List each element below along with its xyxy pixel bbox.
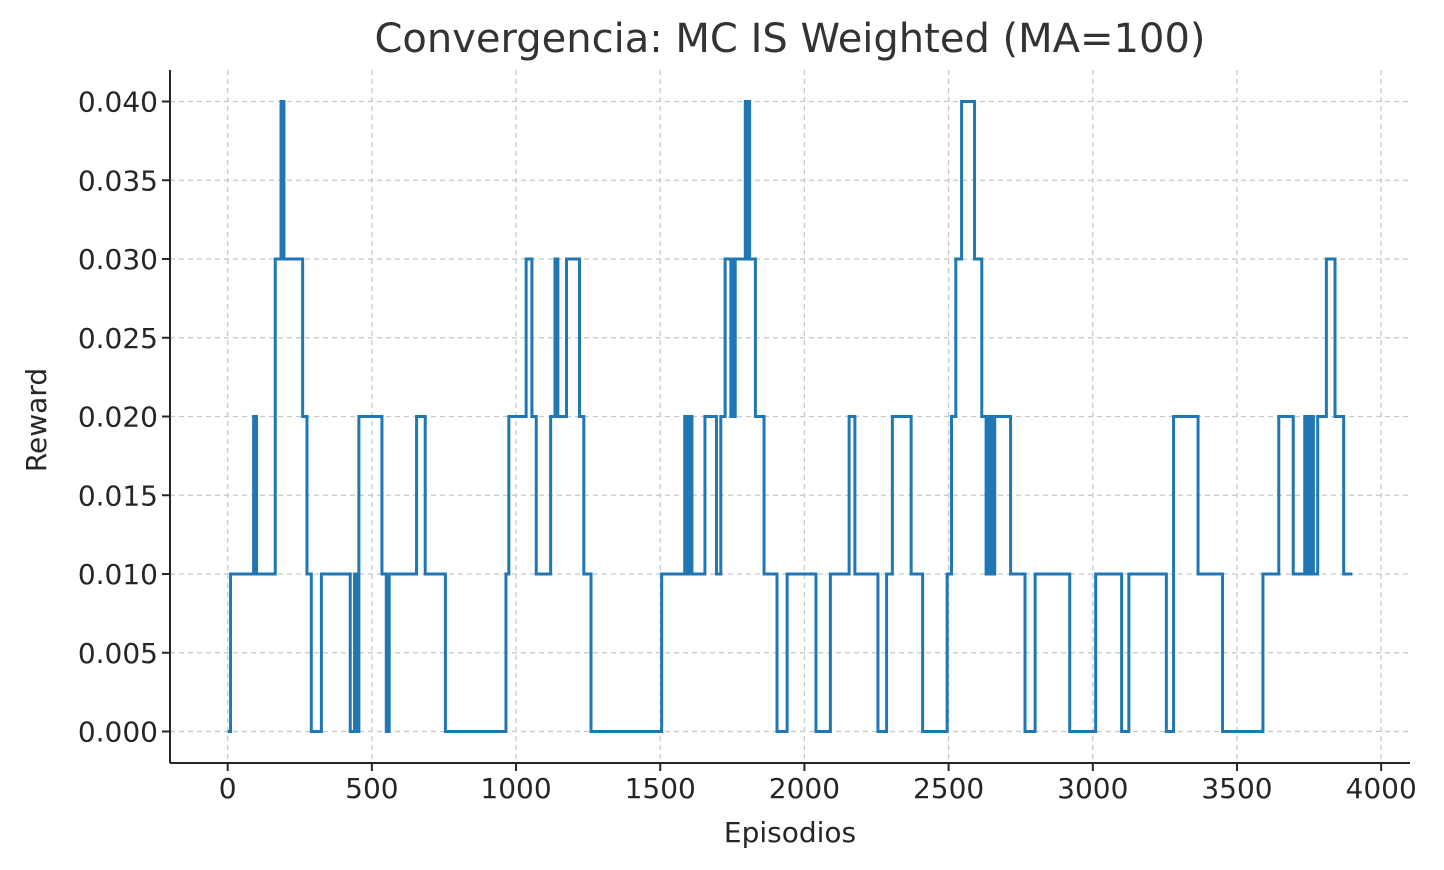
x-tick-label: 2500 bbox=[913, 772, 984, 805]
x-tick-label: 2000 bbox=[769, 772, 840, 805]
x-tick-label: 1000 bbox=[480, 772, 551, 805]
y-tick-label: 0.035 bbox=[78, 164, 158, 197]
y-tick-label: 0.025 bbox=[78, 322, 158, 355]
y-tick-label: 0.000 bbox=[78, 716, 158, 749]
x-tick-label: 3500 bbox=[1201, 772, 1272, 805]
x-axis-label: Episodios bbox=[724, 816, 856, 849]
y-tick-label: 0.020 bbox=[78, 401, 158, 434]
series-layer bbox=[227, 100, 1353, 733]
x-tick-label: 0 bbox=[219, 772, 237, 805]
x-tick-label: 1500 bbox=[625, 772, 696, 805]
y-tick-label: 0.005 bbox=[78, 637, 158, 670]
y-tick-label: 0.010 bbox=[78, 558, 158, 591]
y-tick-label: 0.040 bbox=[78, 86, 158, 119]
series-line bbox=[227, 100, 1353, 733]
y-axis-label: Reward bbox=[20, 368, 53, 472]
chart-title: Convergencia: MC IS Weighted (MA=100) bbox=[374, 16, 1205, 62]
y-tick-label: 0.015 bbox=[78, 479, 158, 512]
x-tick-label: 500 bbox=[345, 772, 398, 805]
y-tick-label: 0.030 bbox=[78, 243, 158, 276]
x-tick-label: 3000 bbox=[1057, 772, 1128, 805]
x-tick-label: 4000 bbox=[1346, 772, 1417, 805]
ticks: 0 500 1000 1500 2000 2500 3000 3500 4000 0.000 0.0… bbox=[78, 86, 1417, 806]
